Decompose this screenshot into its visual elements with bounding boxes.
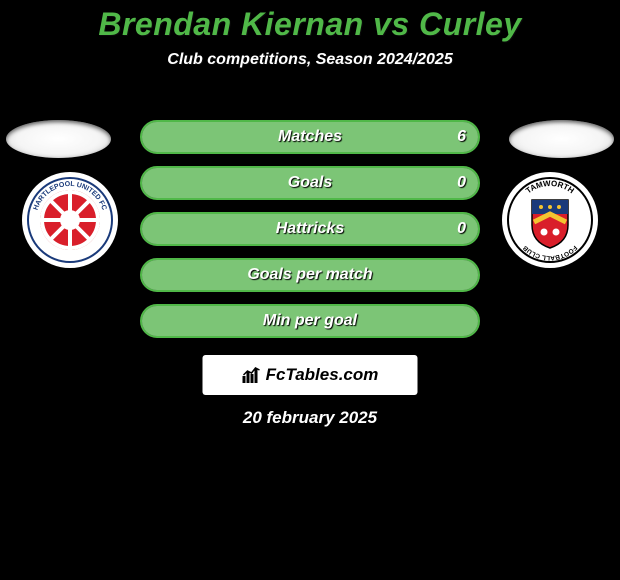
stat-row: Min per goal <box>140 304 480 338</box>
hartlepool-crest-icon: HARTLEPOOL UNITED FC <box>20 170 120 270</box>
stat-row: Hattricks0 <box>140 212 480 246</box>
stat-value-right: 6 <box>457 120 466 154</box>
club-crest-right: TAMWORTH FOOTBALL CLUB <box>500 170 600 270</box>
stat-label: Hattricks <box>140 212 480 246</box>
stats-bars: Matches6Goals0Hattricks0Goals per matchM… <box>140 120 480 350</box>
stat-row: Goals per match <box>140 258 480 292</box>
stat-value-right: 0 <box>457 212 466 246</box>
brand-text: FcTables.com <box>266 365 379 385</box>
club-crest-left: HARTLEPOOL UNITED FC <box>20 170 120 270</box>
stat-row: Matches6 <box>140 120 480 154</box>
snapshot-date: 20 february 2025 <box>0 408 620 428</box>
bars-icon <box>242 366 262 384</box>
stat-row: Goals0 <box>140 166 480 200</box>
stat-value-right: 0 <box>457 166 466 200</box>
player-right-placeholder <box>509 120 614 158</box>
comparison-title: Brendan Kiernan vs Curley <box>0 0 620 43</box>
stat-label: Min per goal <box>140 304 480 338</box>
comparison-subtitle: Club competitions, Season 2024/2025 <box>0 51 620 69</box>
stat-label: Matches <box>140 120 480 154</box>
brand-watermark: FcTables.com <box>203 355 418 395</box>
stat-label: Goals <box>140 166 480 200</box>
player-left-placeholder <box>6 120 111 158</box>
stat-label: Goals per match <box>140 258 480 292</box>
tamworth-crest-icon: TAMWORTH FOOTBALL CLUB <box>500 170 600 270</box>
